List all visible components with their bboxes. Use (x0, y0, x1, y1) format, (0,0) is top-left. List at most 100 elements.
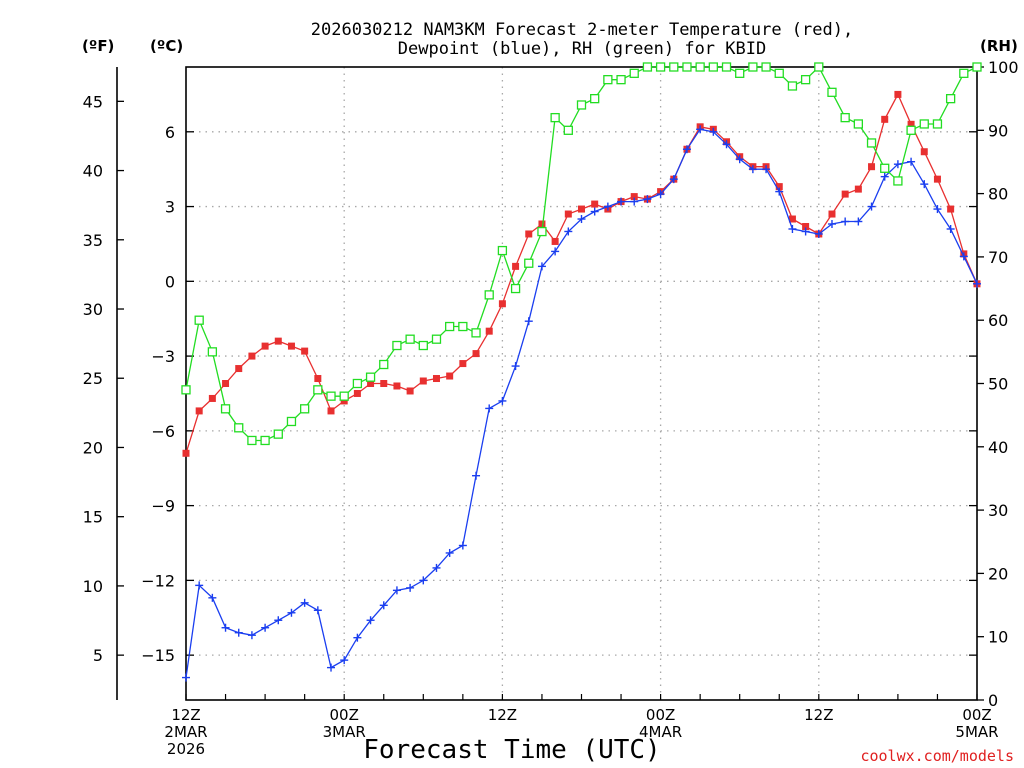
celsius-tick-label: −12 (141, 571, 175, 590)
x-tick-label: 00Z (646, 706, 675, 724)
x-tick-label: 5MAR (955, 723, 998, 741)
temperature-point (933, 175, 941, 183)
rh-point (642, 62, 653, 72)
fahrenheit-tick-label: 35 (83, 231, 103, 250)
dewpoint-point (577, 215, 586, 224)
celsius-tick-label: 0 (165, 272, 175, 291)
rh-point (273, 429, 283, 439)
x-tick-label: 12Z (488, 706, 517, 724)
temperature-point (564, 210, 572, 218)
rh-unit-label: (RH) (980, 37, 1018, 55)
credit-text: coolwx.com/models (860, 747, 1014, 765)
celsius-tick-label: −15 (141, 646, 175, 665)
rh-point (880, 163, 890, 173)
temperature-point (868, 163, 876, 171)
temperature-point (472, 350, 480, 358)
temperature-point (512, 262, 520, 270)
data-series (181, 62, 982, 682)
rh-point (563, 125, 573, 135)
fahrenheit-tick-label: 15 (83, 508, 103, 527)
temperature-point (367, 380, 375, 387)
fahrenheit-tick-label: 45 (83, 92, 103, 111)
rh-point (906, 125, 916, 135)
dewpoint-point (195, 581, 204, 590)
dewpoint-point (920, 180, 929, 189)
temperature-point (432, 375, 440, 383)
rh-point (682, 62, 692, 72)
dewpoint-point (775, 187, 784, 196)
rh-tick-label: 20 (988, 564, 1008, 583)
x-tick-label: 2026 (167, 740, 205, 758)
fahrenheit-tick-label: 20 (83, 438, 103, 457)
dewpoint-point (432, 563, 441, 572)
temperature-point (485, 327, 493, 335)
temperature-point (841, 190, 849, 198)
dewpoint-point (841, 217, 850, 226)
temperature-line (185, 92, 978, 454)
rh-tick-label: 70 (988, 248, 1008, 267)
rh-point (590, 94, 600, 104)
x-tick-label: 3MAR (323, 723, 366, 741)
grid (186, 67, 977, 700)
dewpoint-point (300, 598, 309, 607)
celsius-tick-label: 6 (165, 123, 175, 142)
dewpoint-point (880, 172, 889, 181)
rh-point (458, 321, 468, 332)
dewpoint-point (973, 279, 981, 288)
temperature-point (525, 230, 533, 238)
rh-tick-label: 50 (988, 375, 1008, 394)
temperature-point (353, 389, 361, 397)
temperature-point (828, 210, 836, 218)
rh-point (418, 340, 428, 351)
rh-point (524, 258, 534, 268)
fahrenheit-tick-label: 5 (93, 646, 103, 665)
dewpoint-point (814, 229, 823, 238)
dewpoint-point (274, 616, 283, 625)
rh-point (379, 359, 389, 370)
dewpoint-point (366, 616, 375, 625)
dewpoint-point (261, 623, 270, 632)
dewpoint-point (762, 165, 771, 174)
rh-point (550, 112, 560, 123)
dewpoint-point (933, 205, 942, 214)
dewpoint-point (511, 362, 520, 371)
temperature-point (854, 185, 862, 193)
temperature-point (419, 377, 427, 385)
dewpoint-point (748, 165, 757, 174)
rh-point (787, 81, 798, 91)
dewpoint-point (392, 586, 401, 595)
fahrenheit-unit-label: (ºF) (82, 37, 114, 55)
rh-point (326, 391, 336, 401)
dewpoint-point (590, 207, 599, 216)
rh-point (260, 435, 270, 446)
temperature-point (498, 300, 506, 308)
dewpoint-point (854, 217, 863, 226)
dewpoint-point (208, 593, 217, 602)
dewpoint-point (419, 576, 428, 585)
dewpoint-point (735, 155, 744, 164)
chart-title-line-1: 2026030212 NAM3KM Forecast 2-meter Tempe… (311, 20, 853, 40)
rh-point (669, 62, 679, 72)
rh-point (814, 62, 824, 72)
temperature-point (380, 380, 388, 387)
dewpoint-point (234, 628, 243, 637)
temperature-point (222, 380, 230, 387)
fahrenheit-tick-label: 30 (83, 300, 103, 319)
rh-point (629, 68, 639, 78)
x-tick-label: 12Z (804, 706, 833, 724)
rh-point (392, 340, 402, 351)
dewpoint-point (406, 583, 415, 592)
rh-point (748, 62, 758, 72)
rh-tick-label: 60 (988, 311, 1008, 330)
temperature-point (591, 200, 599, 208)
rh-point (919, 119, 929, 129)
dewpoint-point (379, 601, 388, 610)
x-axis-title: Forecast Time (UTC) (363, 735, 660, 765)
dewpoint-point (907, 157, 916, 166)
temperature-point (340, 397, 348, 405)
rh-tick-label: 80 (988, 185, 1008, 204)
dewpoint-point (788, 224, 797, 233)
rh-point (207, 347, 218, 357)
rh-point (576, 100, 587, 110)
temperature-point (907, 120, 915, 128)
